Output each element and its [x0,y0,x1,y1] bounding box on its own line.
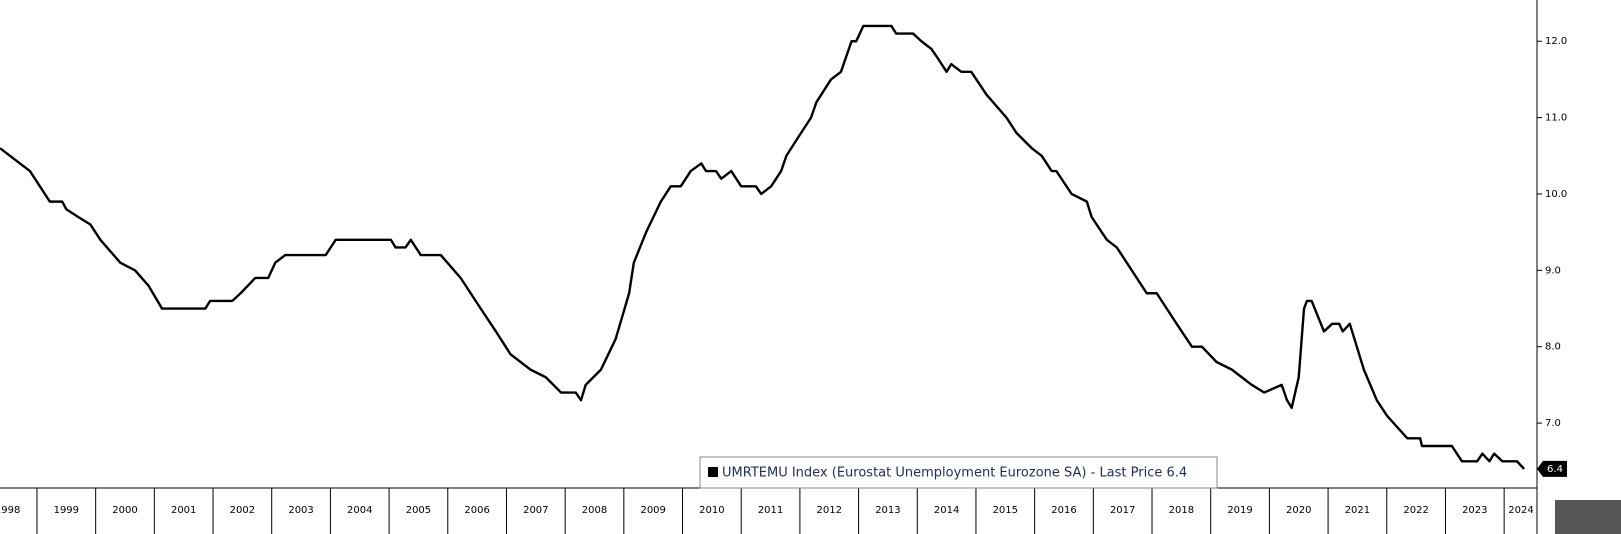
y-tick-label: 10.0 [1545,189,1567,200]
x-tick-label: 2014 [934,505,959,516]
last-price-tag [1537,460,1567,477]
x-tick-label: 2016 [1051,505,1076,516]
x-tick-label: 2020 [1286,505,1311,516]
x-tick-label: 2002 [230,505,255,516]
legend-swatch [708,467,718,477]
legend-box [699,456,1218,489]
line-series [0,24,1525,470]
legend: UMRTEMU Index (Eurostat Unemployment Eur… [699,456,1218,489]
x-tick-label: 2003 [288,505,313,516]
x-tick-label: 2007 [523,505,548,516]
x-tick-label: 2021 [1345,505,1370,516]
x-tick-label: 2000 [112,505,137,516]
x-tick-label: 2013 [875,505,900,516]
y-tick-label: 12.0 [1545,36,1567,47]
x-tick-label: 2018 [1169,505,1194,516]
x-tick-label: 1999 [54,505,79,516]
x-tick-label: 2017 [1110,505,1135,516]
last-price-label: 6.4 [1547,464,1563,475]
y-tick-label: 9.0 [1545,265,1561,276]
x-tick-label: 2006 [464,505,489,516]
x-tick-label: 2023 [1462,505,1487,516]
x-tick-label: 2005 [406,505,431,516]
x-tick-label: 2015 [993,505,1018,516]
x-tick-label: 2009 [640,505,665,516]
x-tick-label: 2012 [817,505,842,516]
y-tick-label: 8.0 [1545,342,1561,353]
x-tick-label: 1998 [0,505,20,516]
corner-icon [1555,500,1621,534]
x-tick-label: 2022 [1403,505,1428,516]
x-tick-label: 2019 [1227,505,1252,516]
x-tick-label: 2010 [699,505,724,516]
x-tick-label: 2024 [1508,505,1533,516]
x-tick-label: 2004 [347,505,372,516]
x-tick-label: 2001 [171,505,196,516]
y-tick-label: 7.0 [1545,418,1561,429]
y-tick-label: 11.0 [1545,113,1567,124]
x-tick-label: 2008 [582,505,607,516]
x-tick-label: 2011 [758,505,783,516]
legend-label: UMRTEMU Index (Eurostat Unemployment Eur… [722,466,1187,481]
